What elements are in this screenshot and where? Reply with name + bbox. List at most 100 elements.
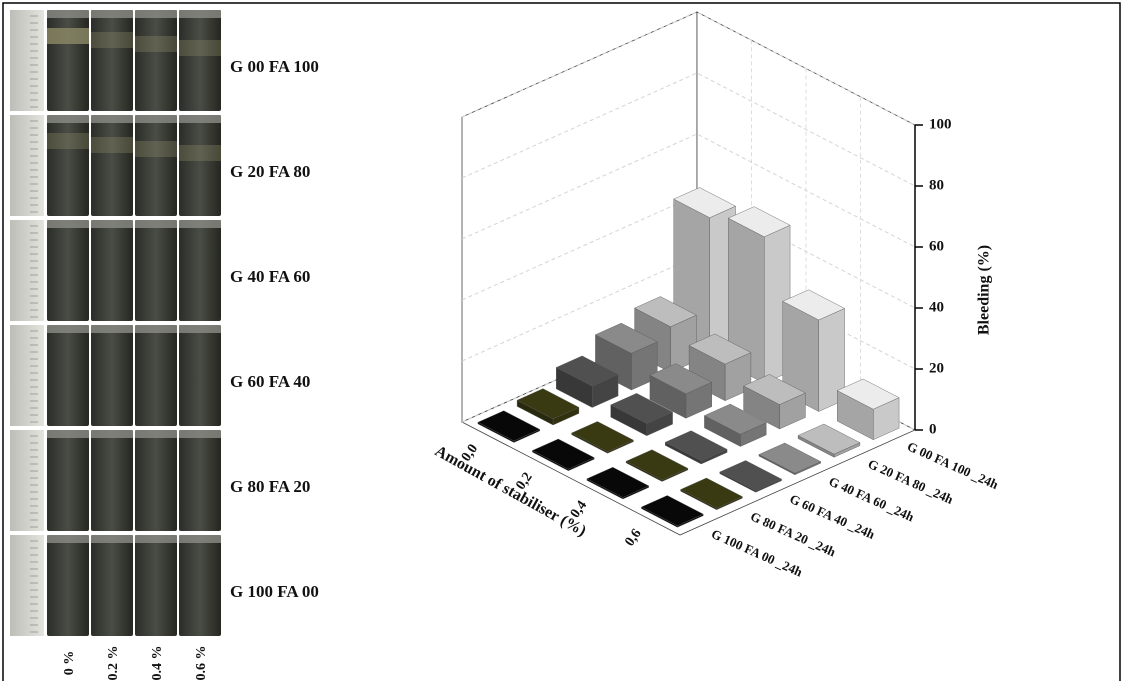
jar-photo bbox=[47, 325, 89, 426]
jar-photo bbox=[47, 10, 89, 111]
bar-top bbox=[516, 388, 580, 420]
column-label: 0.6 % bbox=[194, 646, 209, 681]
bar-top bbox=[634, 296, 697, 327]
bar-top bbox=[477, 410, 541, 442]
z-tick-label: 20 bbox=[929, 360, 944, 376]
z-tick-label: 40 bbox=[929, 299, 944, 315]
jar-cap bbox=[47, 10, 89, 18]
bar-top bbox=[680, 477, 743, 509]
bar bbox=[610, 393, 674, 437]
jar-photo bbox=[47, 115, 89, 216]
jar-cap bbox=[91, 325, 133, 333]
jar-cap bbox=[91, 430, 133, 438]
jar-layer bbox=[179, 145, 221, 161]
bar bbox=[727, 206, 791, 384]
grid-line bbox=[461, 72, 916, 187]
jar-cap bbox=[91, 115, 133, 123]
bar bbox=[649, 363, 713, 419]
jar-layer bbox=[91, 137, 133, 153]
bar-top bbox=[594, 322, 658, 354]
bar bbox=[719, 460, 783, 493]
jar-cap bbox=[47, 535, 89, 543]
bar bbox=[555, 355, 619, 408]
bar bbox=[703, 403, 767, 447]
jar-layer bbox=[135, 141, 177, 157]
photo-panel: G 00 FA 100 G 20 FA 80 G 40 FA 60 G 60 FA 4… bbox=[10, 10, 319, 681]
z-tick-label: 100 bbox=[929, 116, 952, 132]
bar bbox=[836, 378, 900, 441]
jar-cap bbox=[179, 10, 221, 18]
jar-cap bbox=[135, 115, 177, 123]
jar-cap bbox=[47, 325, 89, 333]
row-label: G 40 FA 60 bbox=[230, 267, 310, 286]
bar-top bbox=[703, 403, 767, 435]
jar-photo bbox=[91, 430, 133, 531]
bar-top bbox=[640, 495, 704, 526]
row-label: G 00 FA 100 bbox=[230, 57, 319, 76]
jar-photo bbox=[179, 115, 221, 216]
jar-photo bbox=[179, 220, 221, 321]
bar-top bbox=[688, 333, 752, 365]
bar bbox=[758, 442, 822, 476]
bar-top bbox=[649, 363, 713, 395]
bar-top bbox=[797, 423, 861, 455]
bar bbox=[516, 388, 580, 426]
bar-top bbox=[836, 378, 900, 410]
jar-photo bbox=[135, 535, 177, 636]
jar-photo bbox=[91, 325, 133, 426]
jar-photo bbox=[135, 430, 177, 531]
z-axis-title: Bleeding (%) bbox=[976, 245, 993, 335]
jar-photo bbox=[91, 220, 133, 321]
bar bbox=[531, 438, 595, 472]
bar bbox=[743, 374, 806, 430]
bar-top bbox=[625, 449, 689, 481]
jar-cap bbox=[179, 325, 221, 333]
bar bbox=[797, 423, 861, 458]
bar-top bbox=[664, 430, 728, 462]
bar-top bbox=[610, 393, 674, 424]
jar-photo bbox=[135, 325, 177, 426]
grid-line bbox=[461, 11, 916, 126]
jar-photo bbox=[179, 325, 221, 426]
jar-layer bbox=[47, 133, 89, 149]
bar-top bbox=[727, 206, 791, 238]
ruler bbox=[10, 115, 44, 216]
ruler bbox=[10, 220, 44, 321]
bar bbox=[571, 421, 634, 454]
jar-cap bbox=[91, 535, 133, 543]
jar-photo bbox=[179, 10, 221, 111]
jar-cap bbox=[135, 325, 177, 333]
jar-cap bbox=[47, 220, 89, 228]
bar-top bbox=[586, 467, 650, 498]
jar-cap bbox=[91, 10, 133, 18]
jar-cap bbox=[135, 10, 177, 18]
row-label: G 80 FA 20 bbox=[230, 477, 310, 496]
bar bbox=[586, 467, 650, 500]
row-label: G 60 FA 40 bbox=[230, 372, 310, 391]
jar-photo bbox=[179, 430, 221, 531]
bar bbox=[477, 410, 541, 443]
jar-photo bbox=[135, 115, 177, 216]
bar-top bbox=[719, 460, 783, 491]
ruler bbox=[10, 325, 44, 426]
bar bbox=[680, 477, 743, 511]
row-label: G 20 FA 80 bbox=[230, 162, 310, 181]
bar bbox=[664, 430, 728, 465]
z-tick-label: 60 bbox=[929, 238, 944, 254]
jar-layer bbox=[179, 40, 221, 56]
jar-layer bbox=[91, 32, 133, 48]
column-label: 0.4 % bbox=[150, 646, 165, 681]
jar-photo bbox=[179, 535, 221, 636]
column-label: 0.2 % bbox=[106, 646, 121, 681]
jar-photo bbox=[135, 10, 177, 111]
column-label: 0 % bbox=[62, 651, 77, 676]
ruler bbox=[10, 430, 44, 531]
bar-top bbox=[571, 421, 634, 452]
jar-cap bbox=[135, 535, 177, 543]
z-tick-label: 0 bbox=[929, 421, 937, 437]
bar-top bbox=[531, 438, 595, 470]
jar-cap bbox=[179, 535, 221, 543]
jar-cap bbox=[135, 220, 177, 228]
